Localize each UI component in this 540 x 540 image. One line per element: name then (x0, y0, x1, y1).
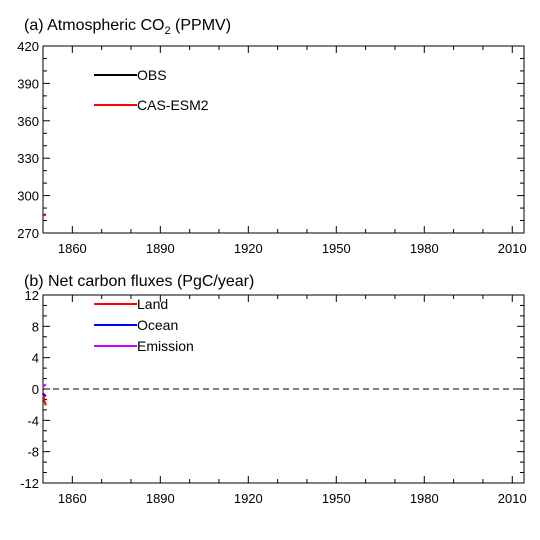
x-tick-label: 1920 (234, 241, 263, 256)
series-line-land (42, 392, 47, 406)
legend-label: Land (137, 296, 168, 312)
y-tick-label: 420 (17, 39, 39, 54)
series-line-ocean (42, 392, 47, 397)
panel-a-title-main: (a) Atmospheric CO (24, 17, 164, 34)
y-tick-label: 12 (25, 288, 39, 303)
panel-a-frame (42, 45, 525, 234)
x-tick-label: 1890 (146, 241, 175, 256)
y-tick-label: 8 (32, 319, 39, 334)
panel-b: (b) Net carbon fluxes (PgC/year) -12 -8 -4… (20, 273, 527, 506)
y-tick-label: 300 (17, 189, 39, 204)
x-tick-label: 1920 (234, 491, 263, 506)
panel-b-title: (b) Net carbon fluxes (PgC/year) (24, 273, 254, 290)
y-tick-label: 0 (32, 382, 39, 397)
x-tick-label: 1980 (410, 241, 439, 256)
panel-a-title-subscript: 2 (164, 25, 170, 37)
x-tick-label: 2010 (498, 491, 527, 506)
x-tick-label: 1980 (410, 491, 439, 506)
y-tick-label: -8 (27, 445, 39, 460)
x-tick-label: 1890 (146, 491, 175, 506)
legend-label: OBS (137, 67, 167, 83)
y-tick-label: 360 (17, 114, 39, 129)
series-line-emission (42, 383, 47, 388)
x-tick-label: 2010 (498, 241, 527, 256)
panel-a-title-tail: (PPMV) (171, 17, 231, 34)
legend-label: Emission (137, 338, 194, 354)
y-tick-label: -12 (20, 476, 39, 491)
panel-b-series (42, 383, 47, 406)
panel-b-ticks: -12 -8 -4 0 4 8 12 1860 1890 1920 1950 1980 2010 (20, 288, 527, 506)
x-tick-label: 1950 (322, 241, 351, 256)
panel-a-ticks: 270 300 330 360 390 420 1860 1890 1920 1950 1980 20… (17, 39, 526, 256)
x-tick-label: 1860 (58, 241, 87, 256)
panel-b-legend: Land Ocean Emission (94, 296, 194, 354)
x-tick-label: 1860 (58, 491, 87, 506)
panel-a: (a) Atmospheric CO2 (PPMV) 270 300 330 360 3… (17, 17, 526, 256)
legend-label: Ocean (137, 317, 178, 333)
y-tick-label: 390 (17, 76, 39, 91)
y-tick-label: -4 (27, 413, 39, 428)
y-tick-label: 330 (17, 151, 39, 166)
y-tick-label: 270 (17, 226, 39, 241)
legend-label: CAS-ESM2 (137, 97, 209, 113)
y-tick-label: 4 (32, 351, 39, 366)
x-tick-label: 1950 (322, 491, 351, 506)
panel-a-title: (a) Atmospheric CO2 (PPMV) (24, 17, 231, 37)
panel-a-legend: OBS CAS-ESM2 (94, 67, 209, 113)
